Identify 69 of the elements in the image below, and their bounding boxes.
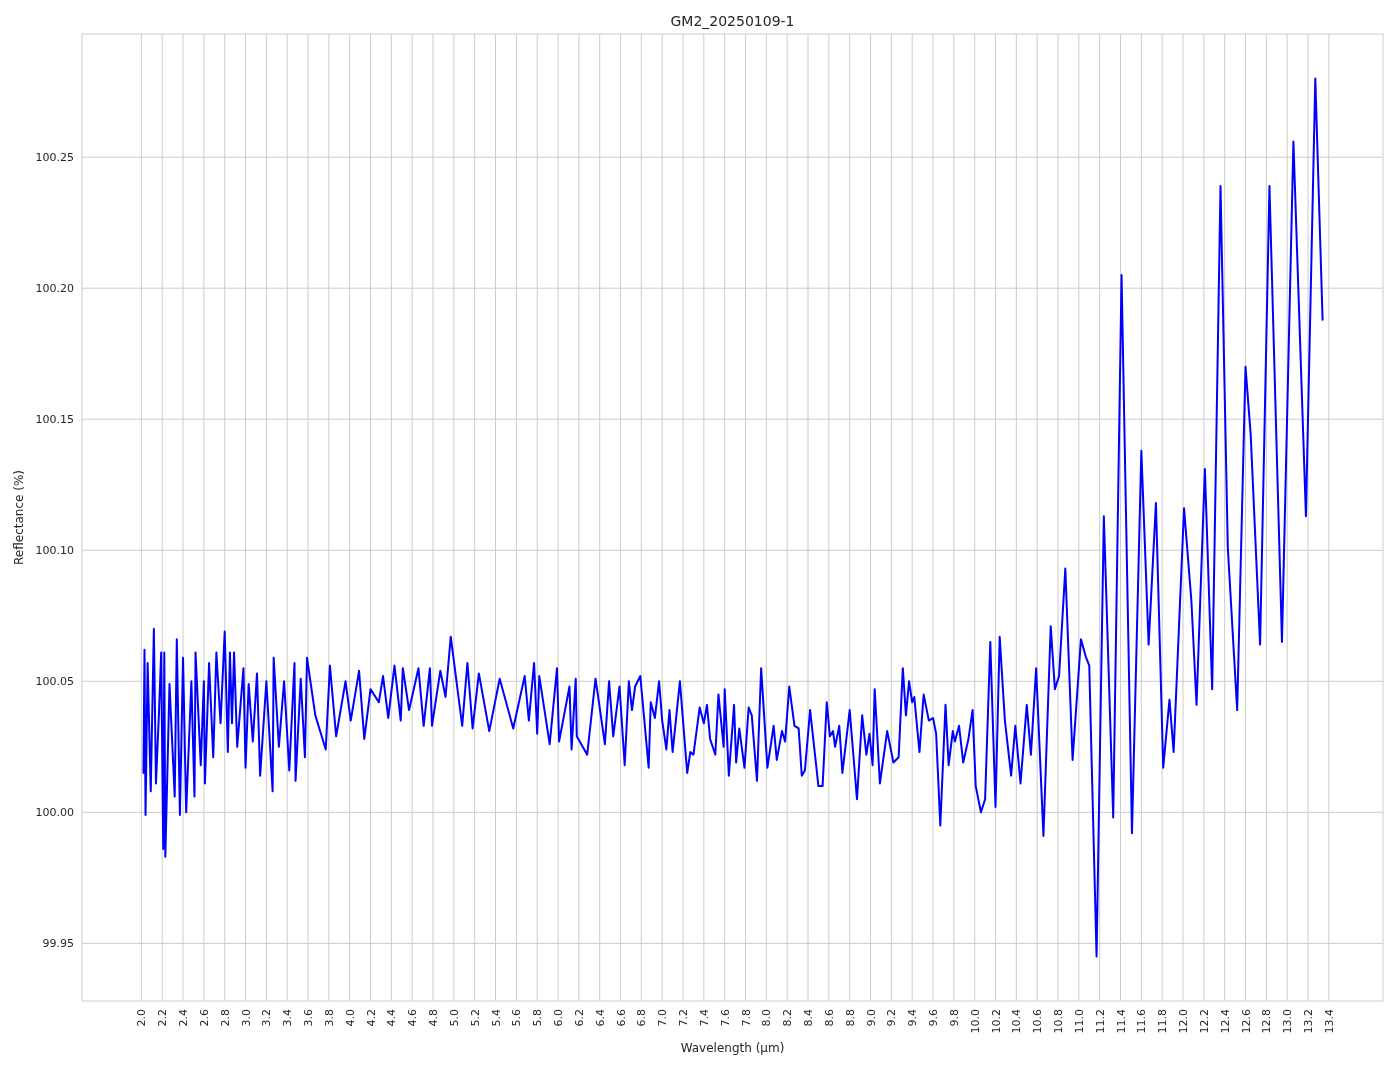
x-tick-label: 7.0 — [656, 1009, 670, 1027]
x-tick-label: 2.8 — [218, 1009, 232, 1027]
x-tick-label: 11.6 — [1135, 1009, 1149, 1034]
x-tick-label: 3.6 — [302, 1009, 316, 1027]
x-tick-label: 4.8 — [427, 1009, 441, 1027]
x-tick-label: 10.6 — [1031, 1009, 1045, 1034]
x-tick-label: 12.6 — [1239, 1009, 1253, 1034]
x-tick-label: 2.0 — [135, 1009, 149, 1027]
y-tick-label: 100.25 — [35, 151, 74, 165]
x-tick-label: 5.0 — [447, 1009, 461, 1027]
y-tick-label: 100.15 — [35, 413, 74, 427]
line-series — [142, 77, 1324, 958]
x-tick-label: 9.0 — [864, 1009, 878, 1027]
x-tick-label: 12.8 — [1260, 1009, 1274, 1034]
x-tick-label: 6.0 — [552, 1009, 566, 1027]
x-tick-label: 11.2 — [1093, 1009, 1107, 1034]
x-tick-label: 5.4 — [489, 1009, 503, 1027]
y-axis-title: Reflectance (%) — [12, 470, 26, 565]
x-tick-label: 2.6 — [197, 1009, 211, 1027]
x-tick-label: 8.0 — [760, 1009, 774, 1027]
y-tick-label: 100.05 — [35, 675, 74, 689]
x-tick-label: 8.8 — [843, 1009, 857, 1027]
x-tick-label: 7.8 — [739, 1009, 753, 1027]
x-tick-label: 4.4 — [385, 1009, 399, 1027]
x-tick-label: 6.8 — [635, 1009, 649, 1027]
x-tick-label: 8.4 — [802, 1009, 816, 1027]
x-tick-label: 13.2 — [1302, 1009, 1315, 1034]
x-tick-label: 13.4 — [1322, 1009, 1336, 1034]
x-tick-label: 5.6 — [510, 1009, 524, 1027]
x-tick-label: 10.0 — [968, 1009, 982, 1034]
x-tick-label: 12.0 — [1177, 1009, 1191, 1034]
y-tick-label: 100.20 — [35, 282, 74, 296]
x-tick-label: 3.8 — [322, 1009, 336, 1027]
x-tick-label: 10.8 — [1052, 1009, 1066, 1034]
x-tick-label: 9.2 — [885, 1009, 899, 1027]
x-tick-label: 8.2 — [781, 1009, 795, 1027]
x-tick-label: 6.4 — [593, 1009, 607, 1027]
x-tick-label: 3.0 — [239, 1009, 253, 1027]
x-tick-label: 10.4 — [1010, 1009, 1024, 1034]
x-tick-label: 9.6 — [927, 1009, 941, 1027]
x-tick-label: 7.2 — [677, 1009, 691, 1027]
x-tick-label: 3.4 — [281, 1009, 295, 1027]
x-tick-label: 7.4 — [697, 1009, 711, 1027]
x-tick-label: 11.8 — [1156, 1009, 1170, 1034]
x-tick-label: 10.2 — [989, 1009, 1003, 1034]
y-tick-label: 99.95 — [42, 937, 74, 951]
x-tick-label: 8.6 — [822, 1009, 836, 1027]
x-tick-label: 4.0 — [343, 1009, 357, 1027]
x-tick-label: 9.4 — [906, 1009, 920, 1027]
x-axis-title: Wavelength (µm) — [680, 1041, 785, 1055]
y-tick-label: 100.10 — [35, 544, 74, 558]
x-tick-label: 9.8 — [947, 1009, 961, 1027]
x-tick-label: 4.2 — [364, 1009, 378, 1027]
x-tick-label: 4.6 — [406, 1009, 420, 1027]
x-tick-label: 3.2 — [260, 1009, 274, 1027]
x-tick-label: 7.6 — [718, 1009, 732, 1027]
x-tick-label: 6.6 — [614, 1009, 628, 1027]
x-tick-label: 6.2 — [572, 1009, 586, 1027]
chart-title: GM2_20250109-1 — [670, 13, 795, 29]
x-tick-label: 11.0 — [1072, 1009, 1086, 1034]
x-tick-label: 5.2 — [468, 1009, 482, 1027]
x-tick-label: 12.4 — [1218, 1009, 1232, 1034]
x-tick-label: 2.2 — [156, 1009, 170, 1027]
x-tick-label: 11.4 — [1114, 1009, 1128, 1034]
x-tick-label: 5.8 — [531, 1009, 545, 1027]
x-tick-label: 12.2 — [1197, 1009, 1211, 1034]
y-tick-label: 100.00 — [35, 806, 74, 820]
x-tick-label: 13.0 — [1281, 1009, 1295, 1034]
x-tick-label: 2.4 — [177, 1009, 191, 1027]
